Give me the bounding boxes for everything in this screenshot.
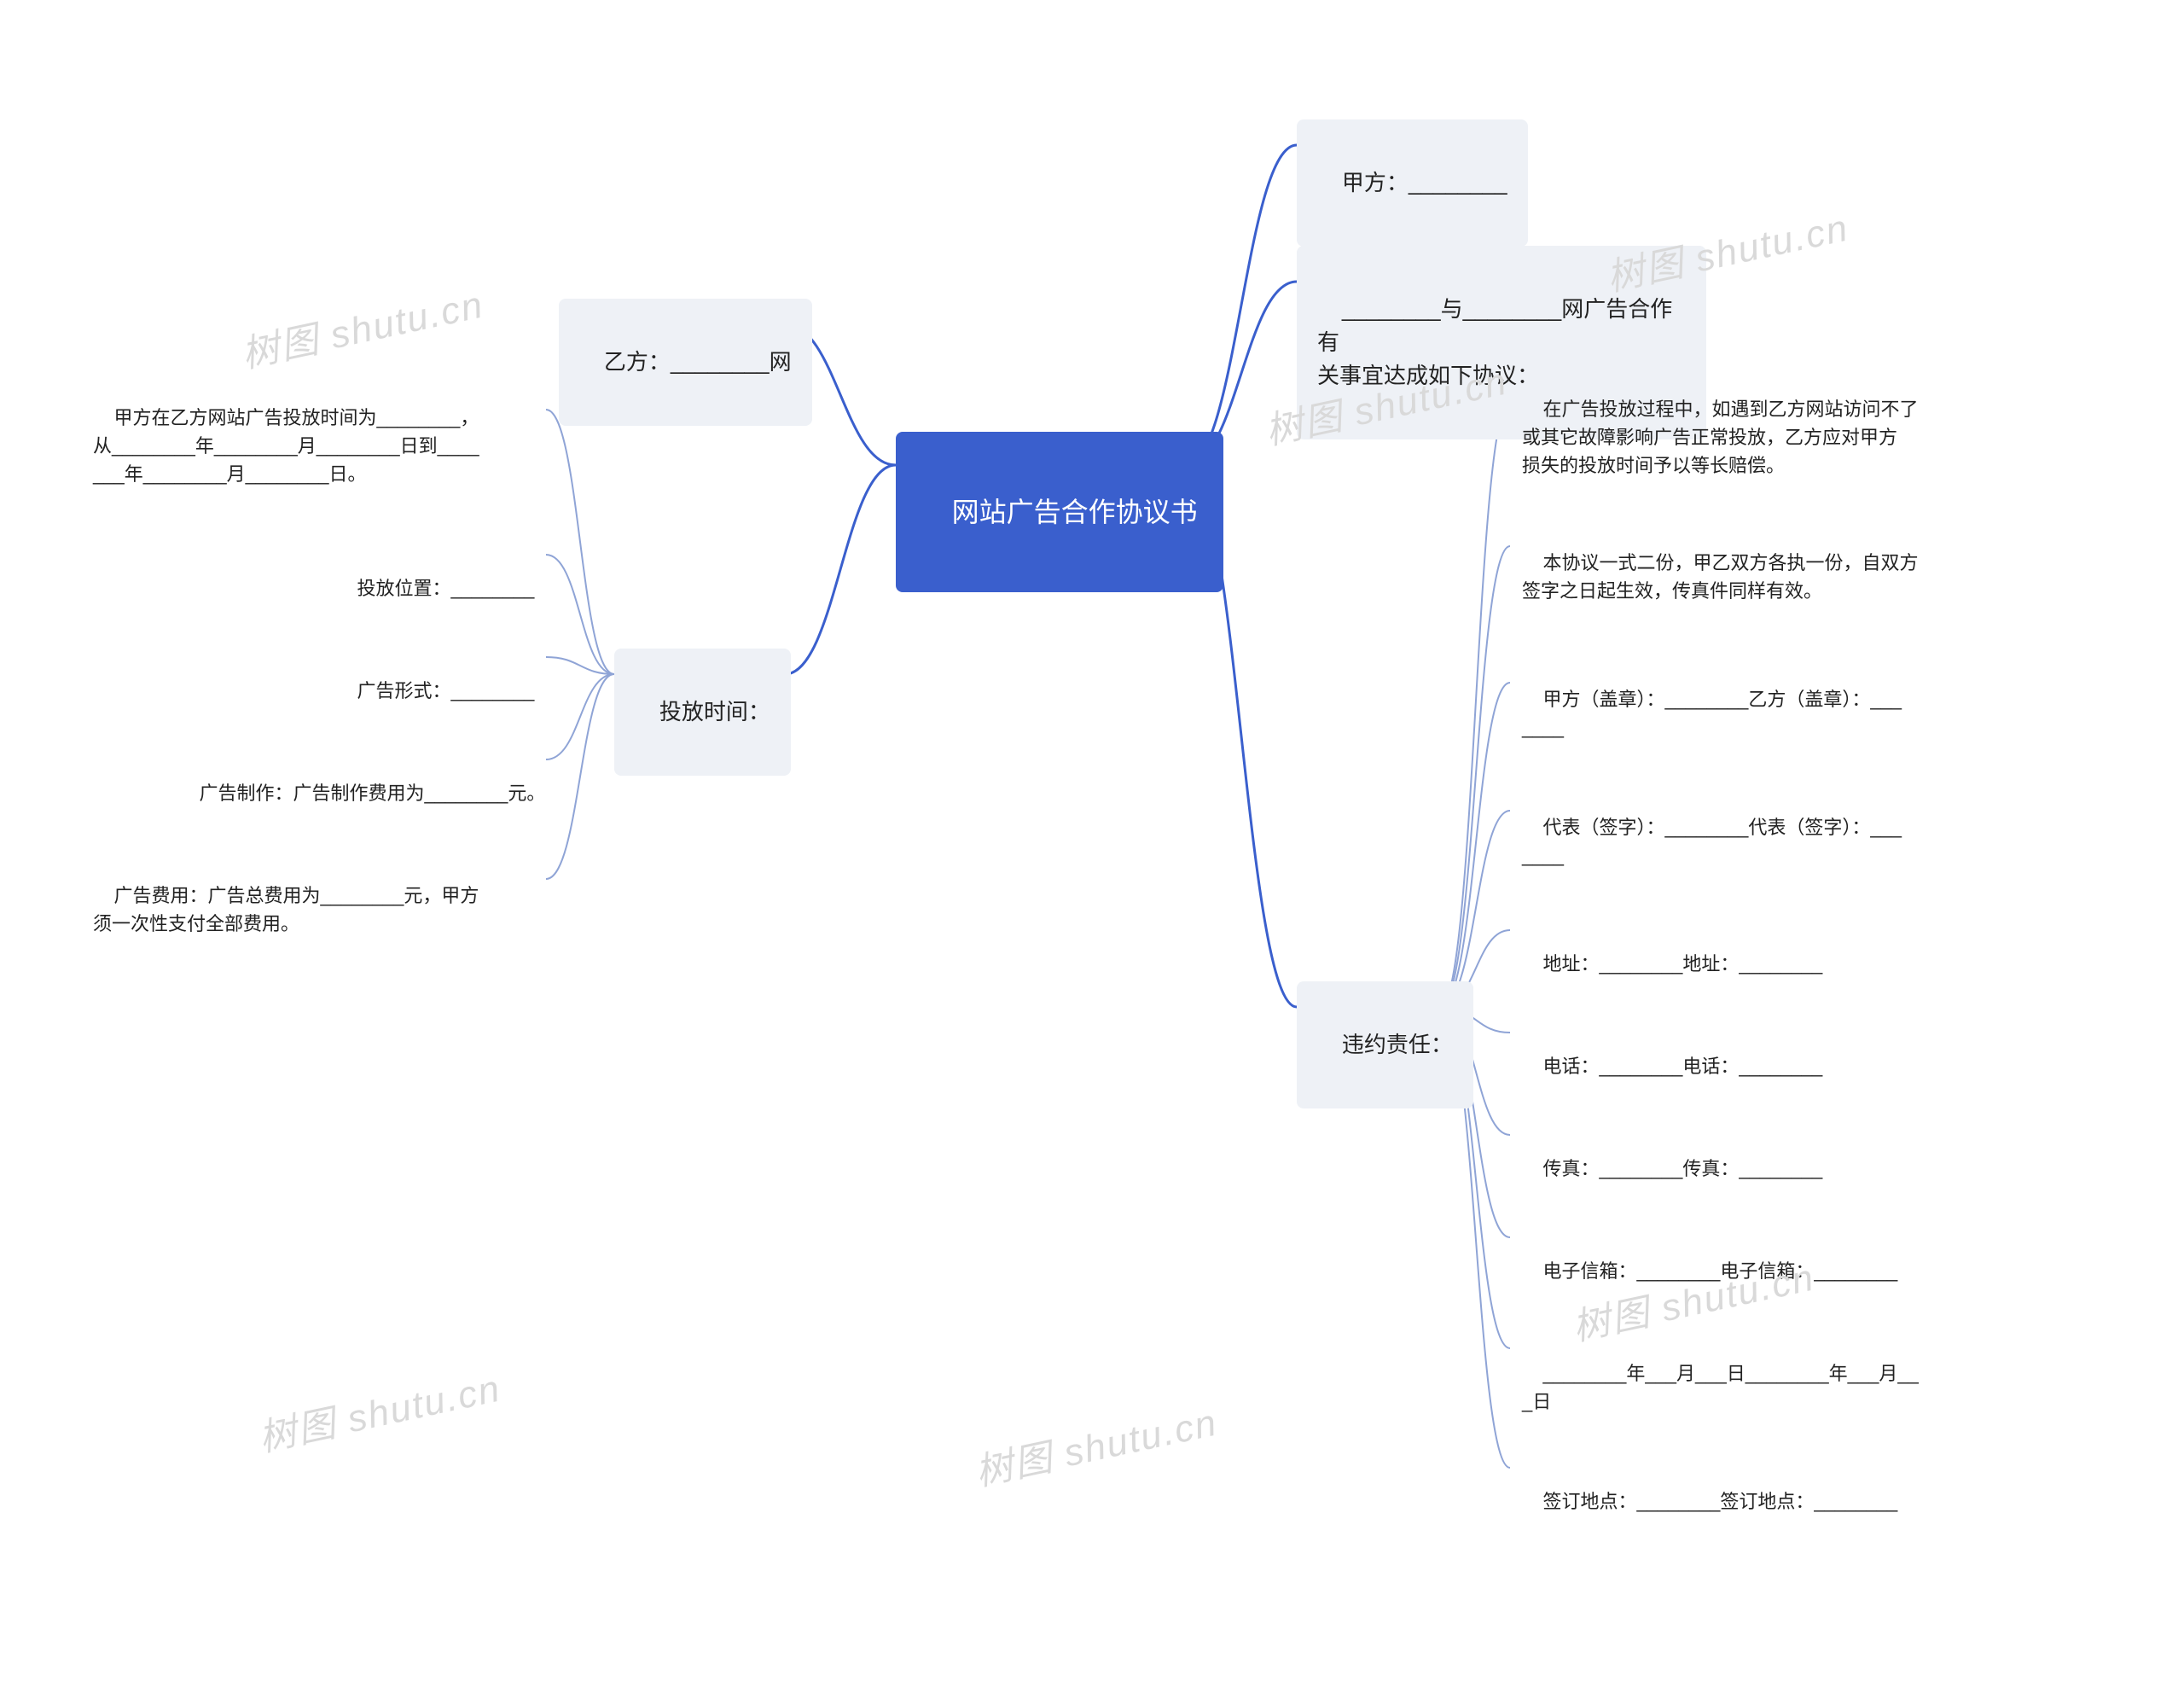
leaf-liability-8-label: 电子信箱：________电子信箱：________: [1542, 1260, 1897, 1282]
leaf-time-4-label: 广告制作：广告制作费用为________元。: [199, 783, 545, 804]
leaf-time-4[interactable]: 广告制作：广告制作费用为________元。: [166, 742, 557, 844]
leaf-liability-7[interactable]: 传真：________传真：________: [1510, 1118, 1834, 1219]
leaf-liability-4-label: 代表（签字）：________代表（签字）：___ ____: [1522, 817, 1902, 866]
mindmap-canvas: 网站广告合作协议书 甲方：________ ________与________网…: [0, 0, 2184, 1699]
branch-yi[interactable]: 乙方：________网: [559, 299, 812, 426]
watermark-5: 树图 shutu.cn: [969, 1392, 1222, 1497]
leaf-liability-2-label: 本协议一式二份，甲乙双方各执一份，自双方 签字之日起生效，传真件同样有效。: [1522, 552, 1918, 602]
leaf-liability-9-label: ________年___月___日________年___月__ _日: [1522, 1363, 1919, 1412]
leaf-liability-3[interactable]: 甲方（盖章）：________乙方（盖章）：___ ____: [1510, 649, 1914, 778]
leaf-liability-6[interactable]: 电话：________电话：________: [1510, 1015, 1834, 1117]
watermark-4: 树图 shutu.cn: [253, 1358, 505, 1463]
watermark-1: 树图 shutu.cn: [235, 274, 488, 379]
leaf-liability-3-label: 甲方（盖章）：________乙方（盖章）：___ ____: [1522, 689, 1902, 738]
branch-liability[interactable]: 违约责任：: [1297, 981, 1473, 1108]
leaf-liability-8[interactable]: 电子信箱：________电子信箱：________: [1510, 1220, 1909, 1322]
leaf-liability-7-label: 传真：________传真：________: [1542, 1158, 1822, 1179]
leaf-liability-1[interactable]: 在广告投放过程中，如遇到乙方网站访问不了 或其它故障影响广告正常投放，乙方应对甲…: [1510, 358, 1930, 516]
leaf-time-5[interactable]: 广告费用：广告总费用为________元，甲方 须一次性支付全部费用。: [81, 845, 491, 975]
leaf-liability-5[interactable]: 地址：________地址：________: [1510, 913, 1834, 1015]
leaf-time-2-label: 投放位置：________: [357, 578, 534, 599]
leaf-liability-9[interactable]: ________年___月___日________年___月__ _日: [1510, 1323, 1931, 1452]
leaf-liability-5-label: 地址：________地址：________: [1542, 953, 1822, 975]
leaf-liability-6-label: 电话：________电话：________: [1542, 1056, 1822, 1077]
leaf-time-3[interactable]: 广告形式：________: [324, 640, 546, 742]
leaf-liability-1-label: 在广告投放过程中，如遇到乙方网站访问不了 或其它故障影响广告正常投放，乙方应对甲…: [1522, 399, 1918, 476]
leaf-liability-10-label: 签订地点：________签订地点：________: [1542, 1491, 1897, 1512]
root-label: 网站广告合作协议书: [952, 497, 1198, 527]
leaf-time-1-label: 甲方在乙方网站广告投放时间为________， 从________年______…: [93, 407, 479, 485]
leaf-liability-4[interactable]: 代表（签字）：________代表（签字）：___ ____: [1510, 777, 1914, 906]
branch-liability-label: 违约责任：: [1342, 1032, 1453, 1057]
leaf-liability-2[interactable]: 本协议一式二份，甲乙双方各执一份，自双方 签字之日起生效，传真件同样有效。: [1510, 512, 1930, 642]
leaf-time-2[interactable]: 投放位置：________: [324, 538, 546, 639]
leaf-time-5-label: 广告费用：广告总费用为________元，甲方 须一次性支付全部费用。: [93, 885, 479, 934]
branch-time[interactable]: 投放时间：: [614, 649, 791, 776]
leaf-liability-10[interactable]: 签订地点：________签订地点：________: [1510, 1451, 1909, 1552]
leaf-time-3-label: 广告形式：________: [357, 680, 534, 701]
leaf-time-1[interactable]: 甲方在乙方网站广告投放时间为________， 从________年______…: [81, 367, 491, 525]
branch-jia[interactable]: 甲方：________: [1297, 119, 1528, 247]
root-node[interactable]: 网站广告合作协议书: [896, 432, 1223, 592]
branch-jia-label: 甲方：________: [1342, 170, 1507, 195]
branch-yi-label: 乙方：________网: [604, 349, 792, 375]
branch-time-label: 投放时间：: [659, 699, 770, 724]
